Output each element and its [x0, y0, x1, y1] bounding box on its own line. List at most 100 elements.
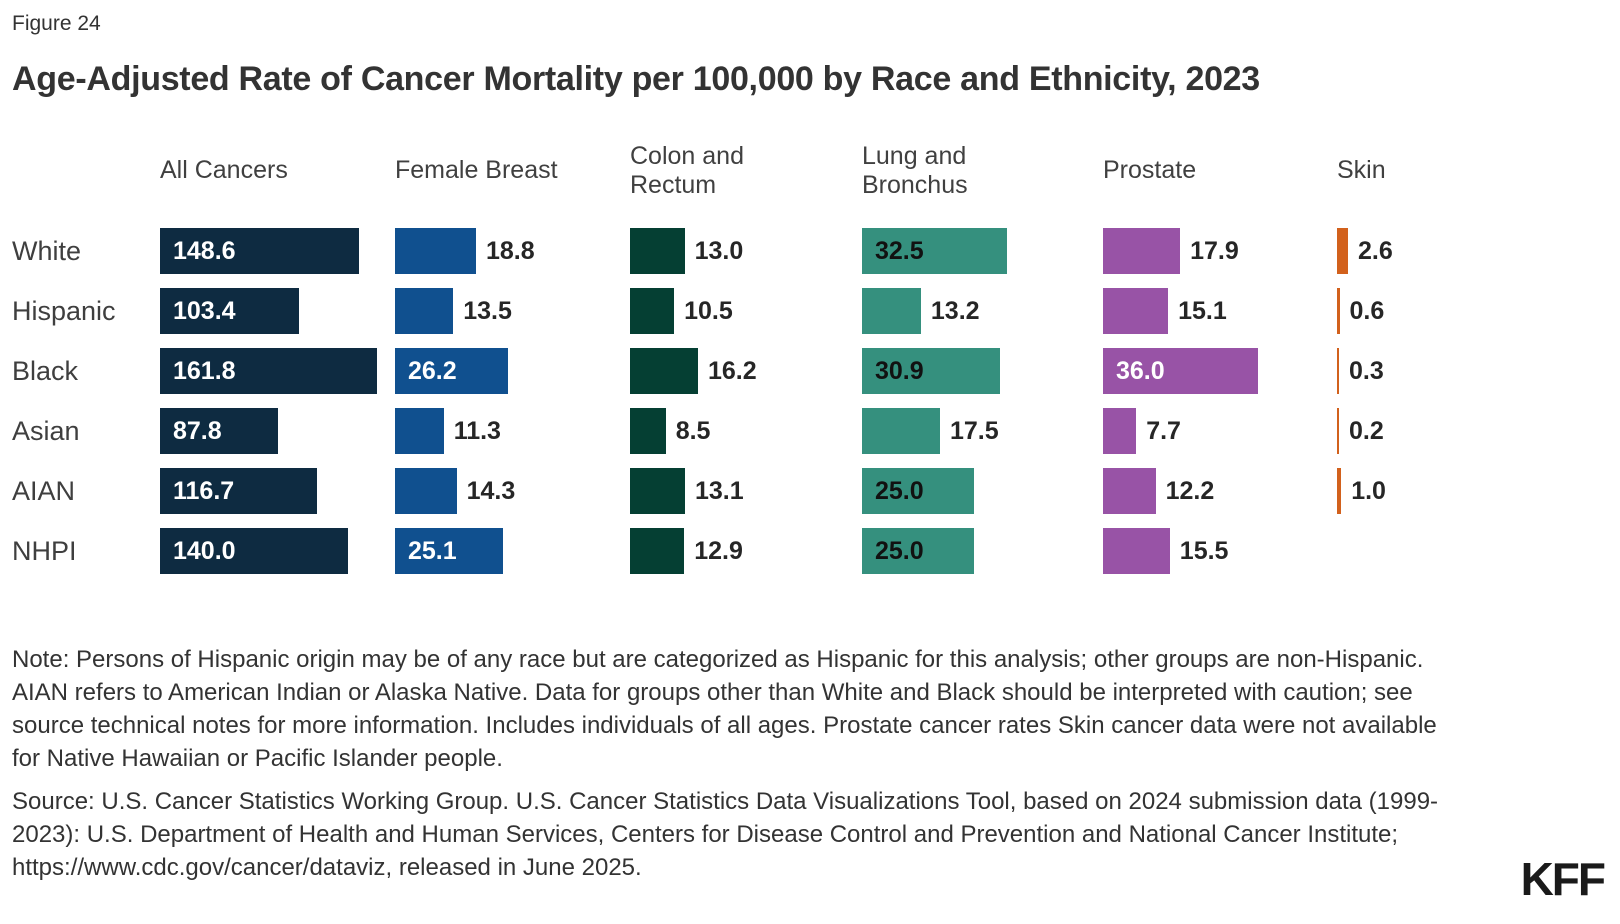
value-label: 18.8 — [486, 236, 535, 265]
column-header-all-cancers: All Cancers — [160, 156, 288, 185]
bar-cell: 18.8 — [395, 221, 630, 281]
column-header-cell: Lung and Bronchus — [862, 142, 1103, 201]
bar-skin-hispanic — [1337, 288, 1340, 334]
column-header-colon-and-rectum: Colon and Rectum — [630, 141, 744, 199]
column-header-cell: Prostate — [1103, 156, 1337, 185]
value-label: 2.6 — [1358, 236, 1393, 265]
bar-cell: 161.8 — [160, 341, 395, 401]
value-label: 25.0 — [875, 536, 924, 565]
column-header-lung-and-bronchus: Lung and Bronchus — [862, 141, 968, 199]
value-label: 1.0 — [1351, 476, 1386, 505]
bar-cell: 0.2 — [1337, 401, 1608, 461]
bar-cell: 11.3 — [395, 401, 630, 461]
column-header-prostate: Prostate — [1103, 156, 1197, 185]
bar-cell: 2.6 — [1337, 221, 1608, 281]
column-header-skin: Skin — [1337, 156, 1386, 185]
chart-row-asian: Asian 87.8 11.3 8.5 17.5 7.7 0.2 — [12, 401, 1606, 461]
bar-cell: 15.1 — [1103, 281, 1337, 341]
bar-female-breast-asian — [395, 408, 444, 454]
chart-row-aian: AIAN 116.7 14.3 13.1 25.0 12.2 1.0 — [12, 461, 1606, 521]
bar-female-breast-hispanic — [395, 288, 454, 334]
bar-cell: 0.6 — [1337, 281, 1608, 341]
chart-row-black: Black 161.8 26.2 16.2 30.9 36.0 0.3 — [12, 341, 1606, 401]
note-text: Note: Persons of Hispanic origin may be … — [12, 646, 1437, 772]
bar-cell: 14.3 — [395, 461, 630, 521]
bar-lung-and-bronchus-black: 30.9 — [862, 348, 1000, 394]
value-label: 30.9 — [875, 356, 924, 385]
value-label: 26.2 — [408, 356, 457, 385]
row-label-hispanic: Hispanic — [12, 295, 116, 326]
chart-row-hispanic: Hispanic 103.4 13.5 10.5 13.2 15.1 0.6 — [12, 281, 1606, 341]
bar-all-cancers-hispanic: 103.4 — [160, 288, 299, 334]
bar-cell: 8.5 — [630, 401, 862, 461]
bar-female-breast-nhpi: 25.1 — [395, 528, 504, 574]
value-label: 12.9 — [694, 536, 743, 565]
bar-cell: 15.5 — [1103, 521, 1337, 581]
bar-lung-and-bronchus-asian — [862, 408, 940, 454]
bar-skin-black — [1337, 348, 1339, 394]
bar-cell: 32.5 — [862, 221, 1103, 281]
value-label: 13.0 — [694, 236, 744, 265]
bar-colon-and-rectum-white — [630, 228, 685, 274]
bar-lung-and-bronchus-aian: 25.0 — [862, 468, 974, 514]
value-label: 13.1 — [695, 476, 744, 505]
value-label: 15.5 — [1179, 536, 1229, 565]
column-header-cell: Skin — [1337, 156, 1608, 185]
bar-all-cancers-aian: 116.7 — [160, 468, 317, 514]
value-label: 8.5 — [675, 416, 711, 445]
bar-cell: 7.7 — [1103, 401, 1337, 461]
page-title: Age-Adjusted Rate of Cancer Mortality pe… — [12, 60, 1260, 98]
value-label: 13.5 — [463, 296, 512, 325]
bar-cell: 36.0 — [1103, 341, 1337, 401]
bar-prostate-asian — [1103, 408, 1137, 454]
column-headers: All Cancers Female Breast Colon and Rectum… — [12, 129, 1606, 213]
bar-cell: 1.0 — [1337, 461, 1608, 521]
bar-cell: 16.2 — [630, 341, 862, 401]
bar-colon-and-rectum-nhpi — [630, 528, 685, 574]
row-label-nhpi: NHPI — [12, 535, 77, 566]
bar-cell: 30.9 — [862, 341, 1103, 401]
bar-cell: 0.3 — [1337, 341, 1608, 401]
bar-colon-and-rectum-hispanic — [630, 288, 675, 334]
bar-lung-and-bronchus-nhpi: 25.0 — [862, 528, 974, 574]
bar-cell: 17.5 — [862, 401, 1103, 461]
value-label: 103.4 — [173, 296, 236, 325]
bar-cell — [1337, 521, 1608, 581]
column-header-female-breast: Female Breast — [395, 156, 558, 185]
bar-prostate-nhpi — [1103, 528, 1170, 574]
value-label: 148.6 — [173, 236, 236, 265]
value-label: 0.3 — [1349, 356, 1384, 385]
chart-row-white: White 148.6 18.8 13.0 32.5 17.9 2.6 — [12, 221, 1606, 281]
row-label-aian: AIAN — [12, 475, 76, 506]
value-label: 32.5 — [875, 236, 924, 265]
bar-cell: 140.0 — [160, 521, 395, 581]
value-label: 17.9 — [1190, 236, 1239, 265]
bar-chart: White 148.6 18.8 13.0 32.5 17.9 2.6 Hispanic 103… — [12, 221, 1606, 581]
bar-cell: 13.1 — [630, 461, 862, 521]
bar-prostate-aian — [1103, 468, 1156, 514]
chart-row-nhpi: NHPI 140.0 25.1 12.9 25.0 15.5 — [12, 521, 1606, 581]
bar-cell: 25.0 — [862, 461, 1103, 521]
bar-female-breast-aian — [395, 468, 457, 514]
value-label: 25.1 — [408, 536, 457, 565]
value-label: 140.0 — [173, 536, 236, 565]
chart-page: Figure 24 Age-Adjusted Rate of Cancer Mo… — [12, 12, 1606, 881]
bar-colon-and-rectum-aian — [630, 468, 685, 514]
bar-cell: 103.4 — [160, 281, 395, 341]
bar-all-cancers-black: 161.8 — [160, 348, 377, 394]
bar-cell: 116.7 — [160, 461, 395, 521]
value-label: 7.7 — [1146, 416, 1181, 445]
bar-colon-and-rectum-asian — [630, 408, 666, 454]
bar-cell: 148.6 — [160, 221, 395, 281]
value-label: 12.2 — [1165, 476, 1215, 505]
bar-cell: 13.2 — [862, 281, 1103, 341]
bar-cell: 87.8 — [160, 401, 395, 461]
value-label: 116.7 — [173, 476, 235, 505]
value-label: 17.5 — [950, 416, 999, 445]
bar-lung-and-bronchus-white: 32.5 — [862, 228, 1007, 274]
bar-cell: 13.5 — [395, 281, 630, 341]
value-label: 87.8 — [173, 416, 222, 445]
bar-female-breast-black: 26.2 — [395, 348, 508, 394]
value-label: 0.2 — [1349, 416, 1384, 445]
row-label-asian: Asian — [12, 415, 80, 446]
